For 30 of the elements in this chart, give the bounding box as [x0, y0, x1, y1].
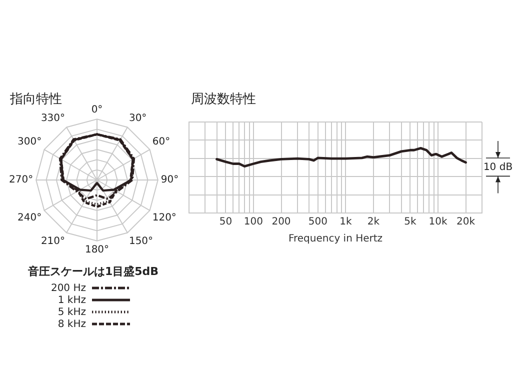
spoke-label: 150° [128, 236, 154, 247]
spoke-label: 240° [18, 212, 42, 224]
spoke-label: 270° [8, 174, 34, 186]
spoke-label: 300° [18, 136, 42, 148]
legend-label: 200 Hz [50, 282, 86, 294]
spoke-label: 0° [91, 104, 103, 116]
chart-title: 周波数特性 [191, 91, 256, 108]
legend-label: 5 kHz [56, 306, 86, 318]
spoke-label: 60° [152, 136, 170, 148]
x-tick-label: 1k [340, 216, 352, 228]
x-tick-label: 200 [272, 216, 291, 228]
x-tick-label: 50 [219, 216, 232, 228]
x-tick-label: 20k [456, 216, 476, 228]
legend-label: 8 kHz [56, 318, 86, 330]
chart-title: 指向特性 [10, 91, 62, 108]
legend-label: 1 kHz [56, 294, 86, 306]
legend-title: 音圧スケールは1目盛5dB [28, 264, 159, 279]
spoke-label: 30° [128, 113, 147, 124]
x-tick-label: 5k [404, 216, 416, 228]
x-axis-title: Frequency in Hertz [288, 234, 383, 245]
spoke-label: 330° [40, 113, 66, 124]
x-tick-label: 10k [428, 216, 448, 228]
x-tick-label: 100 [244, 216, 264, 228]
spoke-label: 120° [152, 212, 176, 224]
spoke-label: 90° [160, 174, 179, 186]
x-tick-label: 500 [308, 216, 328, 228]
spoke-label: 210° [40, 236, 66, 247]
text: 10 dB [483, 162, 513, 174]
spoke-label: 180° [84, 244, 110, 256]
x-tick-label: 2k [367, 216, 380, 228]
